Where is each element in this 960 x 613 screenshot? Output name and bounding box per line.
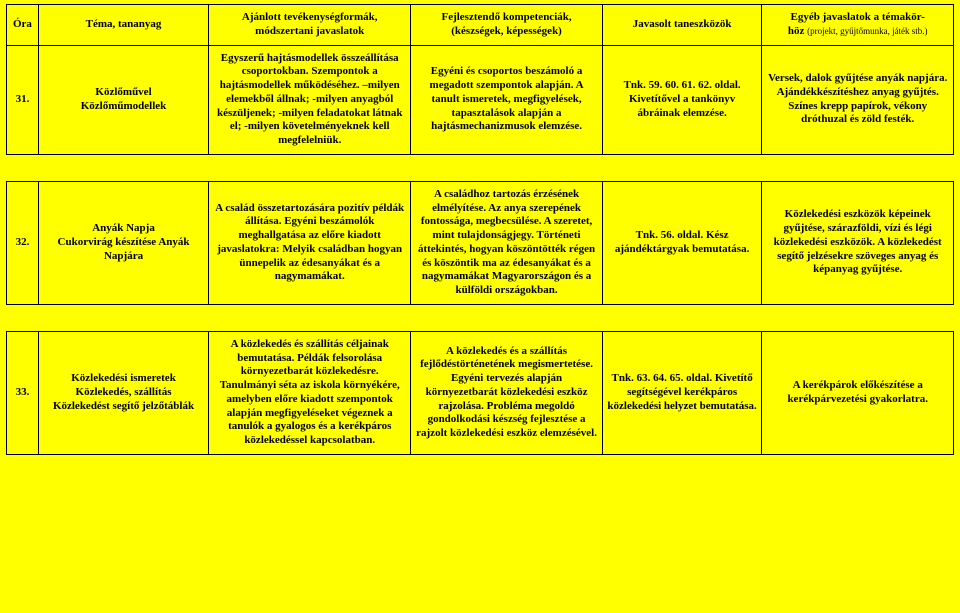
- header-tev-line1: Ajánlott tevékenységformák,: [242, 11, 378, 23]
- header-komp-line2: (készségek, képességek): [451, 25, 562, 37]
- cell-tema: Közlőművel Közlőműmodellek: [38, 45, 208, 154]
- cell-esz: Tnk. 63. 64. 65. oldal. Kivetítő segítsé…: [602, 331, 762, 454]
- cell-ora: 31.: [7, 45, 39, 154]
- cell-tev: Egyszerű hajtásmodellek összeállítása cs…: [209, 45, 411, 154]
- cell-egyeb: Közlekedési eszközök képeinek gyűjtése, …: [762, 181, 954, 304]
- table-row: 33. Közlekedési ismeretek Közlekedés, sz…: [7, 331, 954, 454]
- table-row: 31. Közlőművel Közlőműmodellek Egyszerű …: [7, 45, 954, 154]
- header-egyeb-sub: (projekt, gyűjtőmunka, játék stb.): [807, 26, 927, 36]
- header-ora: Óra: [7, 5, 39, 46]
- cell-tev: A közlekedés és szállítás céljainak bemu…: [209, 331, 411, 454]
- cell-esz: Tnk. 59. 60. 61. 62. oldal. Kivetítővel …: [602, 45, 762, 154]
- cell-tema: Közlekedési ismeretek Közlekedés, szállí…: [38, 331, 208, 454]
- header-komp-line1: Fejlesztendő kompetenciák,: [441, 11, 571, 23]
- cell-ora: 32.: [7, 181, 39, 304]
- lesson-table-33: 33. Közlekedési ismeretek Közlekedés, sz…: [6, 331, 954, 455]
- header-egyeb-line1: Egyéb javaslatok a témakör-: [791, 11, 925, 23]
- cell-egyeb: Versek, dalok gyűjtése anyák napjára. Aj…: [762, 45, 954, 154]
- header-kompetencia: Fejlesztendő kompetenciák, (készségek, k…: [411, 5, 603, 46]
- cell-ora: 33.: [7, 331, 39, 454]
- header-tema: Téma, tananyag: [38, 5, 208, 46]
- header-tev-line2: módszertani javaslatok: [255, 25, 364, 37]
- table-header-row: Óra Téma, tananyag Ajánlott tevékenységf…: [7, 5, 954, 46]
- lesson-table-31: Óra Téma, tananyag Ajánlott tevékenységf…: [6, 4, 954, 155]
- cell-komp: A közlekedés és a szállítás fejlődéstört…: [411, 331, 603, 454]
- cell-tev: A család összetartozására pozitív példák…: [209, 181, 411, 304]
- header-eszkozok: Javasolt taneszközök: [602, 5, 762, 46]
- cell-komp: Egyéni és csoportos beszámoló a megadott…: [411, 45, 603, 154]
- table-row: 32. Anyák Napja Cukorvirág készítése Any…: [7, 181, 954, 304]
- cell-komp: A családhoz tartozás érzésének elmélyíté…: [411, 181, 603, 304]
- header-tevekenyseg: Ajánlott tevékenységformák, módszertani …: [209, 5, 411, 46]
- lesson-table-32: 32. Anyák Napja Cukorvirág készítése Any…: [6, 181, 954, 305]
- cell-egyeb: A kerékpárok előkészítése a kerékpárveze…: [762, 331, 954, 454]
- cell-tema: Anyák Napja Cukorvirág készítése Anyák N…: [38, 181, 208, 304]
- cell-esz: Tnk. 56. oldal. Kész ajándéktárgyak bemu…: [602, 181, 762, 304]
- header-egyeb-line2: höz: [788, 25, 807, 37]
- header-egyeb: Egyéb javaslatok a témakör- höz (projekt…: [762, 5, 954, 46]
